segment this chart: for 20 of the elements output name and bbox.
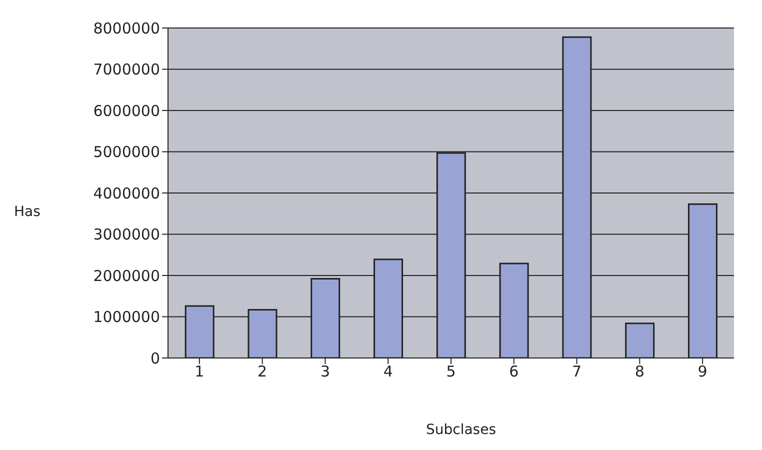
x-tick-label: 5 [446,362,456,381]
x-tick-label: 2 [258,362,268,381]
y-tick-label: 4000000 [93,184,160,202]
x-tick-label: 7 [572,362,582,381]
y-tick-label: 6000000 [93,102,160,120]
x-tick-label: 8 [634,362,644,381]
y-axis-title: Has [14,204,40,220]
x-tick-label: 4 [383,362,393,381]
y-tick-label: 0 [150,349,160,368]
y-tick-label: 1000000 [93,308,160,326]
x-tick-label: 9 [698,362,708,381]
x-axis-title: Subclases [424,422,497,438]
y-tick-label: 8000000 [93,19,160,38]
y-tick-label: 5000000 [93,143,160,162]
y-tick-label: 3000000 [93,226,160,244]
y-tick-label: 2000000 [93,266,160,285]
y-tick-label: 7000000 [93,60,160,79]
x-tick-label: 1 [194,362,204,381]
x-tick-label: 6 [509,362,519,381]
x-tick-label: 3 [320,362,330,381]
